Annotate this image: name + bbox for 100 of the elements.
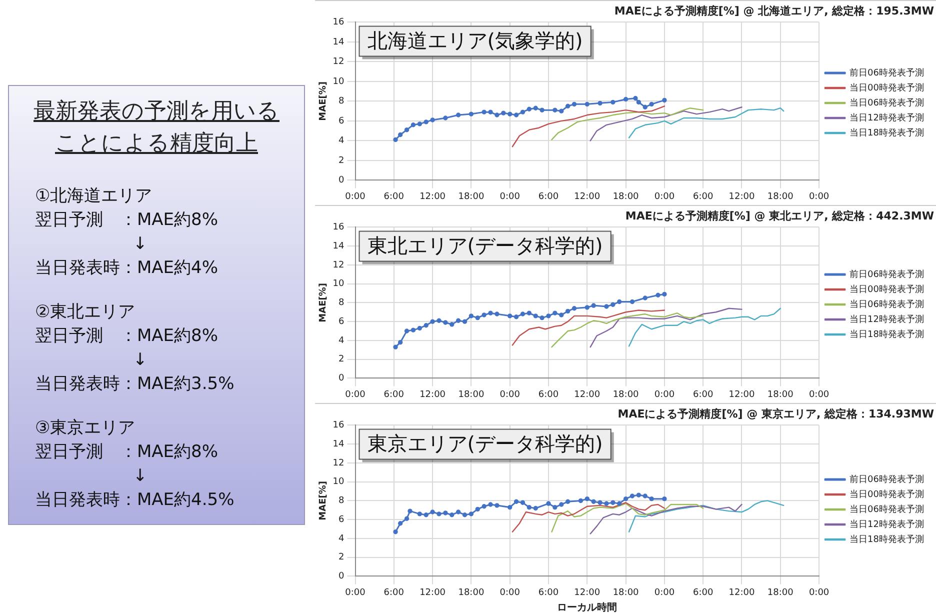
chart-title: MAEによる予測精度[%] @ 東京エリア, 総定格：134.93MW [618,407,934,420]
point [546,501,551,506]
x-tick-label: 0:00 [808,390,830,400]
x-tick-label: 6:00 [692,192,714,202]
point [630,494,635,498]
point [482,312,486,318]
y-tick-label: 12 [332,458,344,468]
y-tick-label: 8 [338,96,345,107]
point [565,104,570,108]
annotation: 東京エリア(データ科学的) [367,431,603,456]
text: 翌日予測 ：MAE約8% [34,209,220,232]
point [488,310,493,316]
x-tick-label: 0:00 [345,588,366,598]
y-tick-label: 2 [338,552,344,563]
y-tick-label: 16 [332,420,345,431]
x-tick-label: 0:00 [654,588,675,598]
y-axis-title: MAE[%] [318,481,329,520]
point [410,122,416,128]
x-tick-label: 12:00 [574,588,600,598]
point [598,500,602,505]
legend-label: 当日18時発表予測 [850,328,924,340]
legend-label: 当日00時発表予測 [850,488,924,500]
point [533,106,538,110]
x-tick-label: 6:00 [538,192,559,202]
point [424,120,428,124]
point [514,499,519,504]
y-tick-label: 16 [332,18,345,28]
point [520,110,526,114]
x-tick-label: 12:00 [420,192,446,202]
point [417,122,422,126]
point [636,100,642,105]
point [617,501,622,506]
text: ③東京エリア [34,417,136,440]
point [623,96,628,102]
x-tick-label: 0:00 [345,192,366,202]
point [410,328,416,332]
x-tick-label: 0:00 [654,390,675,400]
point [450,322,454,327]
y-tick-label: 6 [338,316,345,327]
point [482,504,486,509]
x-tick-label: 18:00 [458,588,484,598]
chart-title: MAEによる予測精度[%] @ 東北エリア, 総定格：442.3MW [625,209,934,222]
point [623,496,628,502]
point [508,314,512,318]
point [591,303,596,308]
text: ↓ [132,349,148,372]
x-tick-label: 12:00 [728,192,755,202]
point [462,319,468,324]
legend-label: 前日06時発表予測 [850,268,924,280]
point [559,312,564,318]
point [649,496,654,502]
x-tick-label: 0:00 [500,192,520,202]
legend-label: 当日06時発表予測 [850,97,924,108]
point [526,504,532,510]
x-tick-label: 12:00 [574,390,600,400]
x-tick-label: 18:00 [612,192,640,202]
legend-label: 当日06時発表予測 [850,298,924,310]
point [533,506,538,511]
legend-label: 当日12時発表予測 [850,112,924,124]
x-tick-label: 18:00 [612,390,640,400]
text: 当日発表時：MAE約4% [34,257,220,280]
text: 当日発表時：MAE約3.5% [34,373,236,396]
point [617,299,622,304]
x-tick-label: 0:00 [808,588,830,598]
text: ②東北エリア [34,301,136,324]
point [520,312,526,316]
y-tick-label: 12 [332,260,344,270]
x-tick-label: 6:00 [692,390,714,400]
point [424,323,428,328]
x-tick-label: 6:00 [384,390,404,400]
x-tick-label: 6:00 [384,192,404,202]
point [630,299,635,304]
x-tick-label: 18:00 [767,192,794,202]
point [552,504,558,510]
x-tick-label: 0:00 [500,390,520,400]
point [393,137,398,142]
point [508,112,512,116]
point [430,118,435,122]
y-tick-label: 6 [338,116,345,126]
x-tick-label: 0:00 [345,390,366,400]
y-tick-label: 16 [332,222,345,233]
point [468,512,474,516]
point [393,344,398,350]
point [398,340,403,345]
point [552,310,558,316]
point [540,108,544,112]
point [393,529,398,534]
y-tick-label: 2 [338,354,344,365]
x-tick-label: 0:00 [808,192,830,202]
point [610,100,616,105]
y-tick-label: 10 [332,76,345,87]
point [642,104,648,110]
legend-label: 当日12時発表予測 [850,314,924,325]
point [443,510,448,516]
point [501,110,506,116]
point [408,508,412,514]
point [417,326,422,331]
x-tick-label: 18:00 [458,390,484,400]
text: ↓ [132,233,148,256]
point [436,512,442,516]
